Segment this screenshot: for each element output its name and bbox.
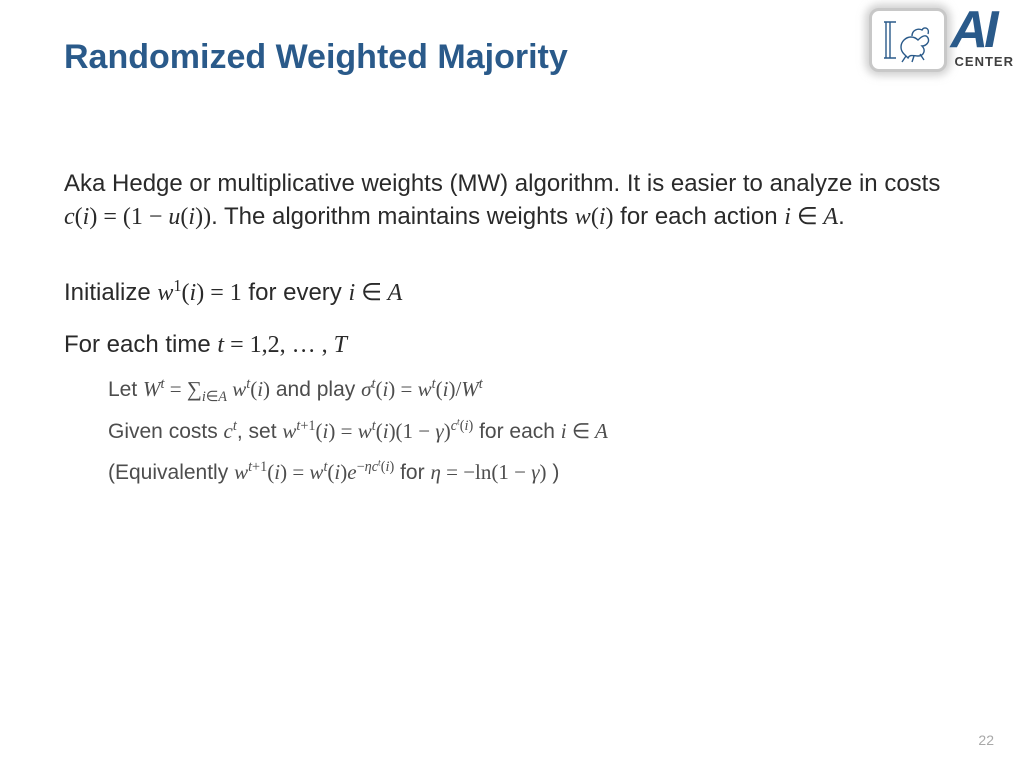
text: For each time bbox=[64, 331, 217, 358]
math-expr: w(i) bbox=[575, 204, 614, 230]
text: (Equivalently bbox=[108, 461, 234, 484]
text: ) bbox=[547, 461, 560, 484]
text: . The algorithm maintains weights bbox=[211, 203, 575, 230]
text: and play bbox=[270, 378, 361, 401]
text: for every bbox=[242, 279, 349, 306]
logo-ai-text: AI bbox=[951, 14, 995, 48]
math-expr: i ∈ A bbox=[348, 280, 402, 306]
lion-crest-icon bbox=[878, 16, 938, 64]
math-expr: i ∈ A bbox=[784, 204, 838, 230]
math-expr: Wt = ∑i∈A wt(i) bbox=[143, 377, 270, 401]
text: , set bbox=[237, 420, 283, 443]
math-expr: wt+1(i) = wt(i)e−ηct(i) bbox=[234, 460, 394, 484]
slide-title: Randomized Weighted Majority bbox=[64, 32, 568, 77]
ai-center-logo: AI CENTER bbox=[951, 14, 1014, 66]
text: Given costs bbox=[108, 420, 224, 443]
logo-group: AI CENTER bbox=[869, 8, 1014, 72]
math-expr: c(i) = (1 − u(i)) bbox=[64, 204, 211, 230]
math-expr: w1(i) = 1 bbox=[157, 280, 241, 306]
math-expr: i ∈ A bbox=[561, 419, 608, 443]
crest-logo-icon bbox=[869, 8, 947, 72]
header-row: Randomized Weighted Majority bbox=[64, 32, 960, 77]
logo-center-text: CENTER bbox=[955, 58, 1014, 66]
initialize-line: Initialize w1(i) = 1 for every i ∈ A bbox=[64, 276, 960, 310]
intro-paragraph: Aka Hedge or multiplicative weights (MW)… bbox=[64, 167, 960, 234]
text: for each bbox=[473, 420, 561, 443]
text: Initialize bbox=[64, 279, 157, 306]
page-number: 22 bbox=[978, 732, 994, 748]
text: Aka Hedge or multiplicative weights (MW)… bbox=[64, 170, 940, 197]
text: for bbox=[394, 461, 430, 484]
math-expr: σt(i) = wt(i)/Wt bbox=[361, 377, 483, 401]
math-expr: wt+1(i) = wt(i)(1 − γ)ct(i) bbox=[282, 419, 473, 443]
text: . bbox=[838, 203, 845, 230]
step-line: Let Wt = ∑i∈A wt(i) and play σt(i) = wt(… bbox=[108, 374, 960, 406]
math-expr: t = 1,2, … , T bbox=[217, 332, 347, 358]
step-line: Given costs ct, set wt+1(i) = wt(i)(1 − … bbox=[108, 416, 960, 448]
loop-body: Let Wt = ∑i∈A wt(i) and play σt(i) = wt(… bbox=[108, 374, 960, 489]
math-expr: η = −ln(1 − γ) bbox=[430, 460, 546, 484]
slide: Randomized Weighted Majority AI CENTER A… bbox=[0, 0, 1024, 768]
math-expr: ct bbox=[224, 419, 237, 443]
text: Let bbox=[108, 378, 143, 401]
content-area: Aka Hedge or multiplicative weights (MW)… bbox=[64, 167, 960, 489]
text: for each action bbox=[613, 203, 784, 230]
for-loop-line: For each time t = 1,2, … , T bbox=[64, 328, 960, 362]
step-line: (Equivalently wt+1(i) = wt(i)e−ηct(i) fo… bbox=[108, 457, 960, 489]
